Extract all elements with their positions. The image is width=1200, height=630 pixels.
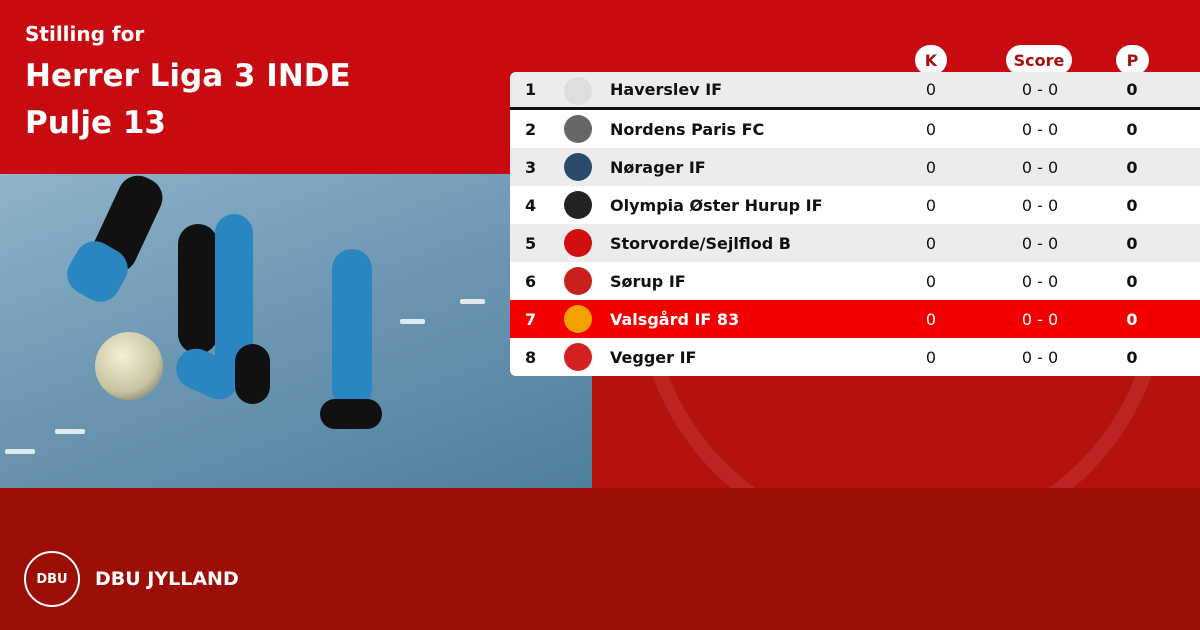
- points: 0: [1126, 80, 1138, 99]
- position: 4: [525, 195, 537, 215]
- table-row: 7 Valsgård IF 83 0 0 - 0 0: [510, 300, 1200, 338]
- points: 0: [1126, 195, 1138, 215]
- team-logo-icon: [564, 115, 592, 143]
- position: 5: [525, 233, 537, 253]
- watermark-area: [592, 375, 1200, 488]
- football: [95, 332, 163, 400]
- league-title: Herrer Liga 3 INDE: [25, 58, 351, 94]
- table-row: 5 Storvorde/Sejlflod B 0 0 - 0 0: [510, 224, 1200, 262]
- position: 2: [525, 119, 537, 139]
- position: 1: [525, 80, 537, 99]
- team-logo-icon: [564, 343, 592, 371]
- futsal-photo: [0, 174, 592, 488]
- table-row: 6 Sørup IF 0 0 - 0 0: [510, 262, 1200, 300]
- team-name: Sørup IF: [610, 271, 686, 291]
- points: 0: [1126, 119, 1138, 139]
- position: 3: [525, 157, 537, 177]
- score: 0 - 0: [1021, 309, 1059, 329]
- table-row: 8 Vegger IF 0 0 - 0 0: [510, 338, 1200, 376]
- team-logo-icon: [564, 267, 592, 295]
- subtitle: Stilling for: [25, 22, 145, 46]
- team-name: Valsgård IF 83: [610, 309, 740, 329]
- points: 0: [1126, 157, 1138, 177]
- matches: 0: [925, 309, 937, 329]
- score: 0 - 0: [1021, 80, 1059, 99]
- score: 0 - 0: [1021, 347, 1059, 367]
- matches: 0: [925, 157, 937, 177]
- position: 6: [525, 271, 537, 291]
- table-row: 2 Nordens Paris FC 0 0 - 0 0: [510, 110, 1200, 148]
- team-name: Haverslev IF: [610, 80, 723, 99]
- team-logo-icon: [564, 77, 592, 105]
- score: 0 - 0: [1021, 119, 1059, 139]
- table-row: 1 Haverslev IF 0 0 - 0 0: [510, 72, 1200, 110]
- dbu-logo: DBU: [24, 551, 80, 607]
- points: 0: [1126, 271, 1138, 291]
- column-k: K: [915, 45, 947, 75]
- matches: 0: [925, 271, 937, 291]
- team-logo-icon: [564, 305, 592, 333]
- matches: 0: [925, 119, 937, 139]
- team-logo-icon: [564, 153, 592, 181]
- score: 0 - 0: [1021, 233, 1059, 253]
- team-name: Nørager IF: [610, 157, 706, 177]
- brand-name: DBU JYLLAND: [95, 568, 239, 590]
- points: 0: [1126, 233, 1138, 253]
- group-title: Pulje 13: [25, 105, 166, 141]
- column-p: P: [1116, 45, 1149, 75]
- score: 0 - 0: [1021, 271, 1059, 291]
- team-logo-icon: [564, 229, 592, 257]
- column-score: Score: [1006, 45, 1072, 75]
- dbu-watermark-icon: [592, 375, 1200, 488]
- table-row: 4 Olympia Øster Hurup IF 0 0 - 0 0: [510, 186, 1200, 224]
- matches: 0: [925, 80, 937, 99]
- score: 0 - 0: [1021, 195, 1059, 215]
- matches: 0: [925, 195, 937, 215]
- team-logo-icon: [564, 191, 592, 219]
- team-name: Nordens Paris FC: [610, 119, 765, 139]
- points: 0: [1126, 347, 1138, 367]
- position: 8: [525, 347, 537, 367]
- score: 0 - 0: [1021, 157, 1059, 177]
- team-name: Vegger IF: [610, 347, 697, 367]
- team-name: Olympia Øster Hurup IF: [610, 195, 823, 215]
- matches: 0: [925, 233, 937, 253]
- team-name: Storvorde/Sejlflod B: [610, 233, 791, 253]
- points: 0: [1126, 309, 1138, 329]
- position: 7: [525, 309, 537, 329]
- table-row: 3 Nørager IF 0 0 - 0 0: [510, 148, 1200, 186]
- matches: 0: [925, 347, 937, 367]
